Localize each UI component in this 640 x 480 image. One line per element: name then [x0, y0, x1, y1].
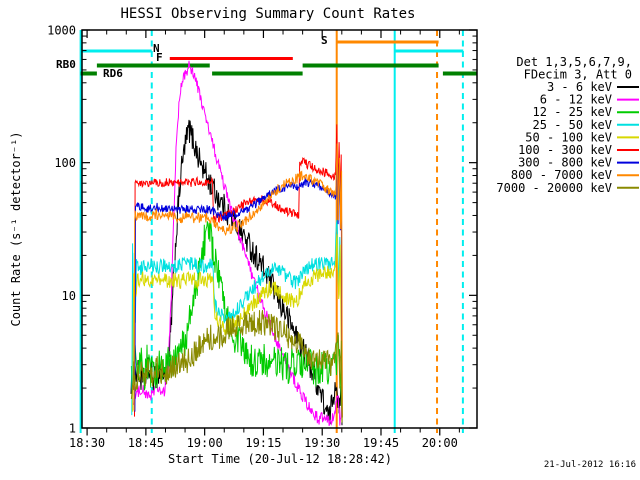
x-tick-label: 20:00 — [422, 436, 458, 450]
series-curves-group — [130, 60, 343, 426]
legend-entry-label: 800 - 7000 keV — [511, 168, 612, 182]
plot-frame — [81, 29, 478, 429]
annotation-bars-group: S NF RB0 RD6 — [56, 34, 477, 80]
x-tick-label: 19:45 — [363, 436, 399, 450]
x-tick-label: 18:45 — [128, 436, 164, 450]
bar-label-f: F — [156, 51, 163, 64]
x-tick-label: 19:30 — [304, 436, 340, 450]
x-tick-label: 18:30 — [69, 436, 105, 450]
y-tick-label: 10 — [62, 289, 76, 303]
legend-entry-label: 50 - 100 keV — [525, 130, 612, 144]
bar-label-rd6: RD6 — [103, 67, 123, 80]
plot-title: HESSI Observing Summary Count Rates — [120, 6, 415, 22]
x-tick-label: 19:15 — [245, 436, 281, 450]
series-line-100to300keV — [134, 124, 343, 418]
legend-entry-label: 25 - 50 keV — [533, 118, 612, 132]
legend-entry-label: 300 - 800 keV — [518, 156, 612, 170]
series-line-800to7000keV — [133, 143, 343, 418]
bar-label-n: N — [153, 42, 160, 55]
bar-label-rb0: RB0 — [56, 58, 76, 71]
bar-label-s: S — [321, 34, 328, 47]
series-line-7000to20000keV — [130, 310, 343, 423]
legend-entry-label: 7000 - 20000 keV — [496, 181, 612, 195]
legend-entry-label: 6 - 12 keV — [540, 93, 612, 107]
legend-entry-label: 12 - 25 keV — [533, 105, 612, 119]
y-tick-label: 1 — [69, 422, 76, 436]
legend-header-detectors: Det 1,3,5,6,7,9, — [516, 55, 632, 69]
series-line-25to50keV — [131, 219, 343, 418]
event-lines-group — [79, 30, 464, 433]
plot-timestamp: 21-Jul-2012 16:16 — [544, 460, 636, 470]
x-tick-label: 19:00 — [187, 436, 223, 450]
axes-group: 18:30 18:45 19:00 19:15 19:30 19:45 20:00 1 10 10… — [47, 24, 478, 450]
series-line-300to800keV — [134, 152, 343, 418]
legend-entry-label: 3 - 6 keV — [547, 80, 612, 94]
y-axis-label: Count Rate (s⁻¹ detector⁻¹) — [9, 131, 23, 326]
legend-entry-label: 100 - 300 keV — [518, 143, 612, 157]
series-line-12to25keV — [130, 221, 343, 418]
y-tick-label: 100 — [54, 156, 76, 170]
x-axis-label: Start Time (20-Jul-12 18:28:42) — [168, 452, 392, 466]
legend-header-decimation: FDecim 3, Att 0 — [524, 68, 632, 82]
y-tick-label: 1000 — [47, 24, 76, 38]
